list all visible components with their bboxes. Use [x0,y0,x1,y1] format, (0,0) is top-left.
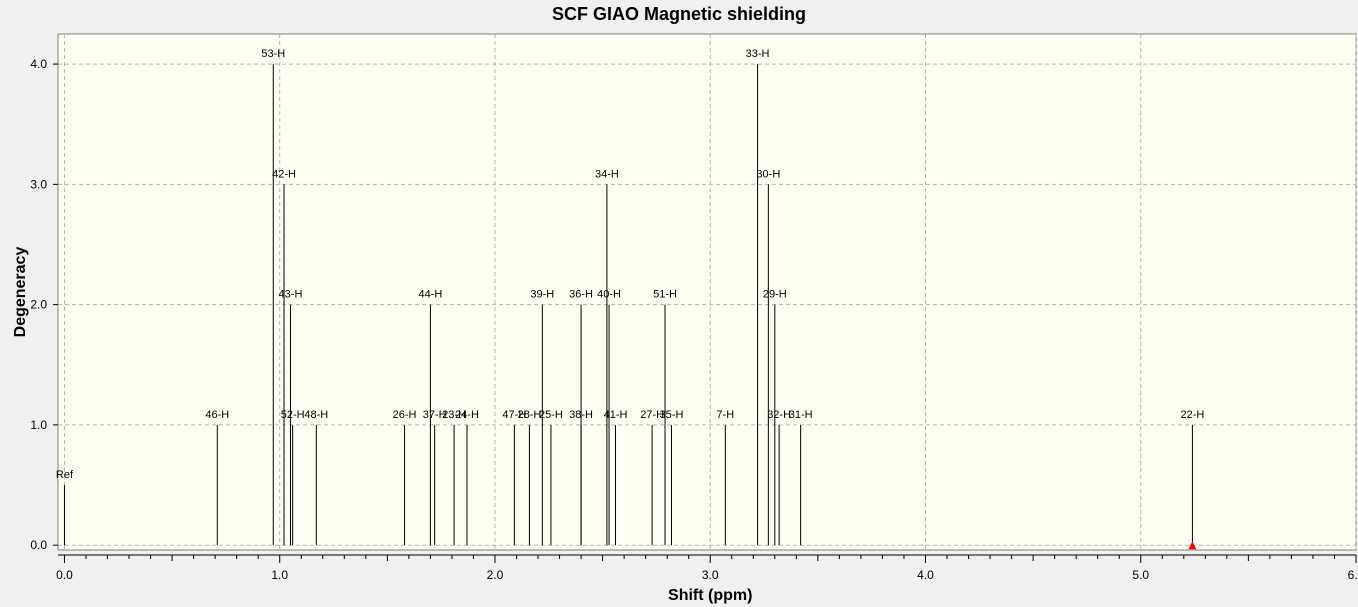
x-axis: 0.0 1.0 2.0 3.0 4.0 5.0 6.0 [56,554,1358,582]
peak-label: 28-H [517,409,541,421]
plot-area[interactable] [57,33,1357,551]
peak-label: 46-H [205,409,229,421]
peak-label: 22-H [1180,409,1204,421]
x-tick-label: 4.0 [917,568,934,582]
y-axis: 0.0 1.0 2.0 3.0 4.0 [30,57,58,552]
peak-label: 37-H [423,409,447,421]
peak-label: 26-H [393,409,417,421]
x-tick-label: 3.0 [702,568,719,582]
peak-label: 25-H [539,409,563,421]
y-tick-label: 1.0 [30,418,47,432]
y-tick-label: 4.0 [30,57,47,71]
peak-label: 53-H [261,48,285,60]
y-axis-title: Degeneracy [12,247,29,338]
peak-label: 7-H [716,409,734,421]
gridlines [58,34,1357,550]
x-tick-label: 5.0 [1132,568,1149,582]
peak-label: 23-H [442,409,466,421]
peak-label: 34-H [595,168,619,180]
peak-label: 47-H [502,409,526,421]
x-tick-label: 0.0 [56,568,73,582]
peak-label: 48-H [304,409,328,421]
x-tick-label: 1.0 [271,568,288,582]
y-tick-label: 0.0 [30,538,47,552]
x-axis-title: Shift (ppm) [668,587,752,604]
peak-label: 32-H [767,409,791,421]
peak-label: 51-H [653,289,677,301]
x-tick-label: 2.0 [487,568,504,582]
peak-label: 24-H [455,409,479,421]
peak-label: 36-H [569,289,593,301]
peak-label: 27-H [640,409,664,421]
selected-peak-marker[interactable] [1188,541,1197,550]
peak-label: 52-H [281,409,305,421]
peak-label: 29-H [763,289,787,301]
ref-peak-label: Ref [56,469,74,481]
peak-label: 41-H [604,409,628,421]
peak-label: 31-H [789,409,813,421]
y-tick-label: 2.0 [30,298,47,312]
peak-label: 44-H [418,289,442,301]
chart-title: SCF GIAO Magnetic shielding [551,4,807,24]
peak-label: 35-H [660,409,684,421]
peak-label: 43-H [279,289,303,301]
x-tick-label: 6.0 [1348,568,1358,582]
peak-label: 39-H [530,289,554,301]
peak-label: 40-H [597,289,621,301]
peak-label: 30-H [756,168,780,180]
peak-label: 42-H [272,168,296,180]
y-tick-label: 3.0 [30,177,47,191]
peak-label: 33-H [746,48,770,60]
